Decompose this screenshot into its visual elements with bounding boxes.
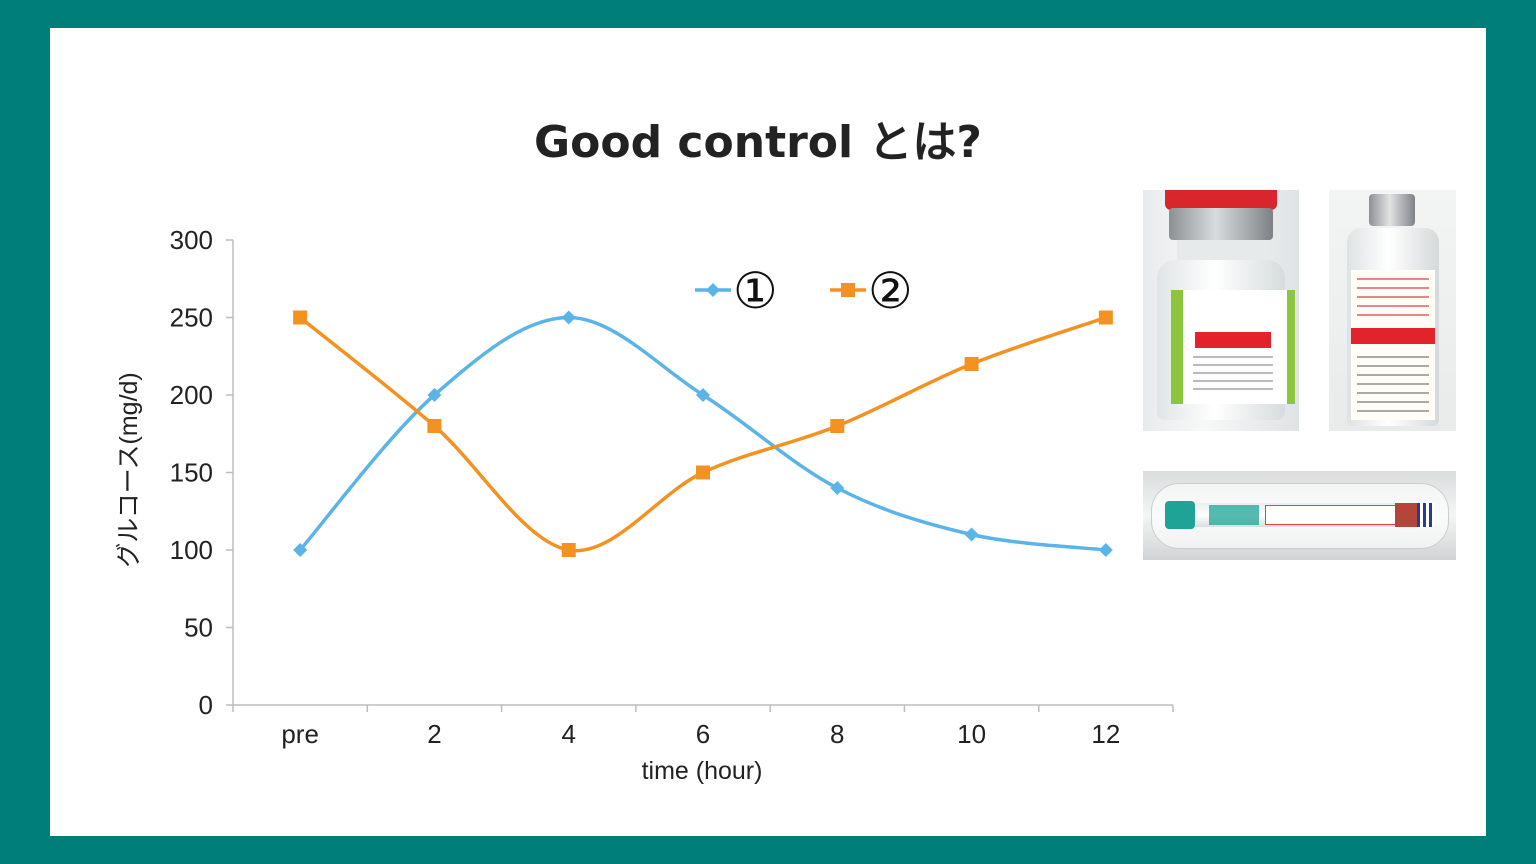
y-tick-label: 150 (170, 458, 213, 488)
y-tick-label: 200 (170, 380, 213, 410)
data-point (830, 419, 845, 433)
y-tick-labels: 0 50 100 150 200 250 300 (170, 225, 213, 720)
slide-title: Good control とは? (534, 117, 982, 168)
legend-label: ② (868, 262, 913, 320)
series-1 (293, 310, 1113, 557)
x-tick-label: pre (281, 719, 319, 749)
y-axis-title: グルコース(mg/d) (115, 372, 143, 567)
data-point (696, 465, 710, 480)
data-point (561, 543, 576, 557)
legend-item: ② (830, 262, 913, 320)
line-chart: 0 50 100 150 200 250 300 pre 2 4 6 8 10 12 time (hou… (115, 225, 1174, 785)
legend-item: ① (695, 262, 778, 320)
x-axis-title: time (hour) (642, 757, 763, 785)
x-tick-label: 2 (427, 719, 441, 749)
insulin-vial-photo (1143, 190, 1299, 431)
series-line (299, 315, 1107, 553)
data-point (1098, 543, 1113, 557)
series-layer (293, 310, 1113, 557)
insulin-vial-photo (1329, 190, 1456, 431)
data-point (427, 388, 442, 402)
x-tick-label: 12 (1091, 719, 1120, 749)
x-tick-label: 8 (830, 719, 844, 749)
y-tick-label: 250 (170, 303, 213, 333)
data-point (293, 310, 308, 325)
data-point (964, 527, 979, 542)
series-line (298, 315, 1107, 552)
legend-label: ① (733, 262, 778, 320)
insulin-cartridge-photo (1143, 471, 1456, 560)
x-tick-label: 10 (957, 719, 986, 749)
y-tick-label: 50 (184, 613, 213, 643)
data-point (293, 543, 308, 557)
chart-axes (226, 239, 1174, 712)
x-tick-labels: pre 2 4 6 8 10 12 (281, 719, 1120, 749)
legend-marker (841, 283, 855, 297)
data-point (964, 357, 979, 371)
x-tick-label: 6 (696, 719, 710, 749)
slide: Good control とは? 0 50 100 150 200 250 300 pre 2… (50, 28, 1486, 836)
x-tick-label: 4 (561, 719, 575, 749)
series-2 (293, 310, 1113, 557)
data-point (1098, 310, 1113, 325)
data-point (696, 388, 710, 402)
legend-marker (706, 283, 720, 297)
y-tick-label: 0 (199, 690, 213, 720)
data-point (427, 419, 442, 433)
y-tick-label: 100 (170, 535, 213, 565)
data-point (830, 481, 845, 495)
data-point (561, 310, 576, 325)
y-tick-label: 300 (170, 225, 213, 255)
